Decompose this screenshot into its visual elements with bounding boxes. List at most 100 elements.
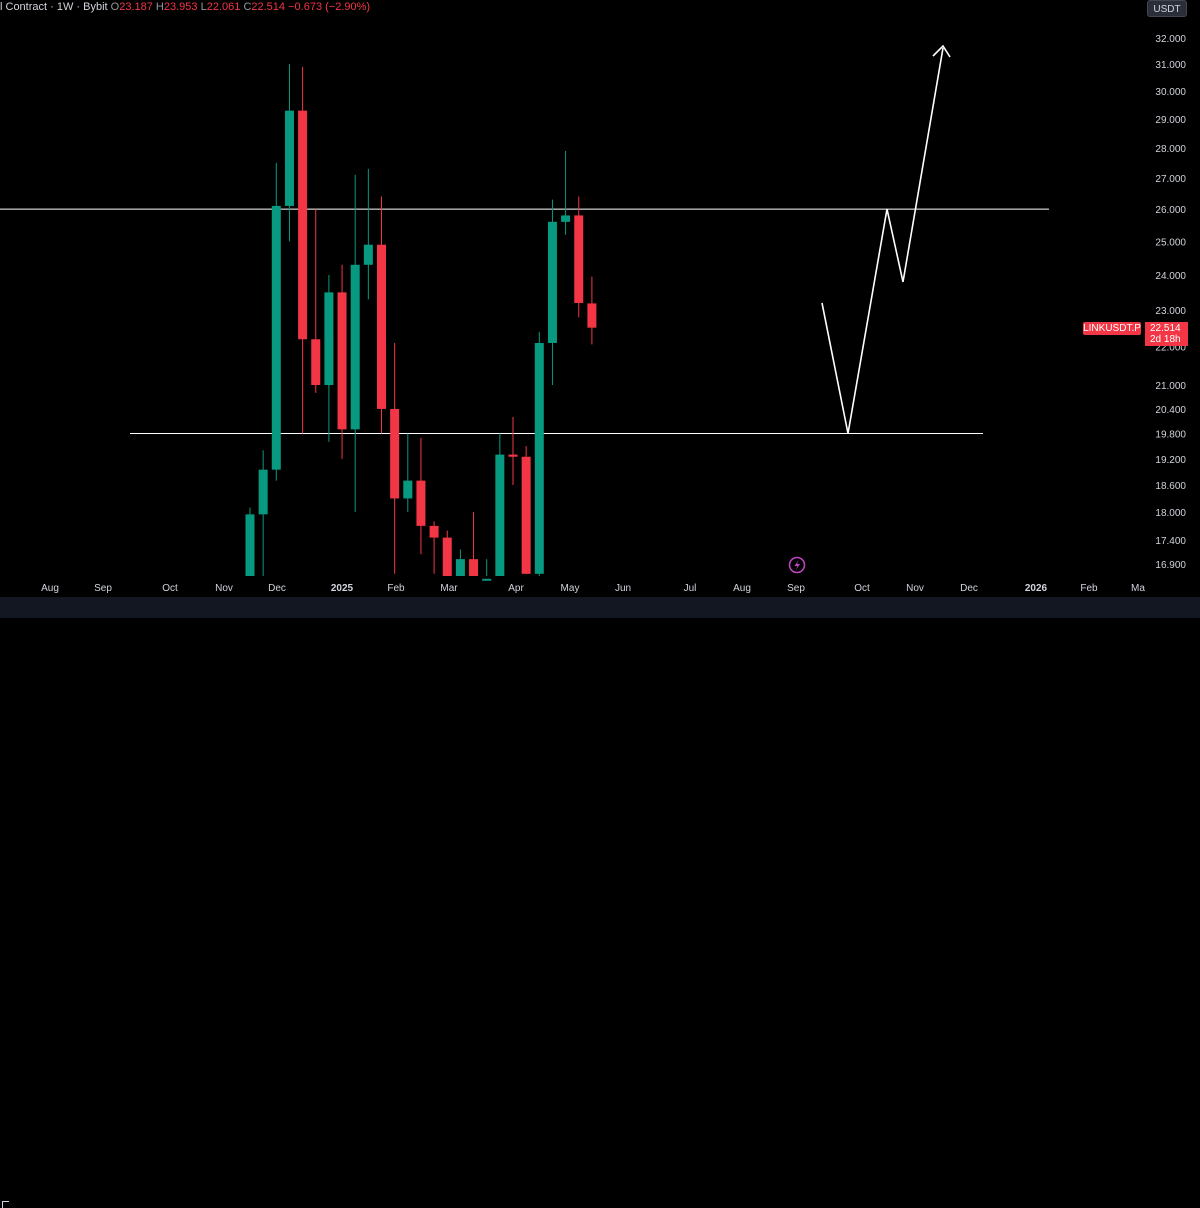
candle[interactable] [271, 162, 281, 481]
y-axis-tick-label: 28.000 [1155, 144, 1186, 155]
candle[interactable] [482, 559, 492, 581]
x-axis-tick-label: Nov [906, 583, 924, 594]
candle[interactable] [508, 417, 518, 486]
candle[interactable] [377, 196, 386, 434]
candle[interactable] [284, 64, 294, 242]
candle-body [284, 110, 294, 206]
candle-body [377, 244, 386, 409]
x-axis-tick-label: Oct [854, 583, 870, 594]
candle[interactable] [337, 264, 347, 459]
high-value: 23.953 [163, 1, 198, 13]
close-value: 22.514 [251, 1, 286, 13]
x-axis-tick-label: Sep [94, 583, 112, 594]
candle[interactable] [311, 209, 321, 393]
candle-body [429, 525, 439, 538]
candle[interactable] [245, 507, 255, 576]
candle[interactable] [403, 433, 413, 513]
y-axis-tick-label: 18.600 [1155, 481, 1186, 492]
open-value: 23.187 [119, 1, 153, 13]
candle[interactable] [561, 150, 571, 235]
y-axis-tick-label: 21.000 [1155, 381, 1186, 392]
change-value: −0.673 (−2.90%) [288, 1, 371, 13]
currency-unit-button[interactable]: USDT [1147, 0, 1187, 17]
candle[interactable] [363, 168, 373, 300]
x-axis-tick-label: Apr [508, 583, 524, 594]
y-axis-tick-label: 26.000 [1155, 205, 1186, 216]
candle[interactable] [298, 66, 308, 434]
corner-icon [2, 1201, 9, 1208]
candle[interactable] [521, 446, 531, 574]
candle-body [521, 456, 531, 574]
x-axis-tick-label: Aug [733, 583, 751, 594]
y-axis-tick-label: 23.000 [1155, 306, 1186, 317]
candle-body [455, 559, 465, 576]
x-axis-tick-label: Oct [162, 583, 178, 594]
candle-body [442, 537, 452, 576]
open-label: O [110, 1, 120, 13]
candle-body [547, 221, 557, 343]
y-axis-tick-label: 31.000 [1155, 60, 1186, 71]
y-axis-tick-label: 20.400 [1155, 405, 1186, 416]
last-price-value: 22.514 [1150, 323, 1181, 334]
y-axis-tick-label: 22.000 [1155, 343, 1186, 354]
projection-path[interactable] [821, 47, 944, 434]
candle[interactable] [574, 196, 584, 318]
candle-body [587, 303, 597, 328]
candle[interactable] [587, 276, 597, 345]
candle[interactable] [534, 331, 544, 576]
candle-body [482, 578, 492, 581]
candle-body [390, 408, 400, 499]
candle-body [561, 215, 571, 222]
candle[interactable] [429, 521, 439, 574]
candle[interactable] [324, 275, 334, 442]
candle-body [574, 215, 584, 303]
y-axis-tick-label: 16.900 [1155, 560, 1186, 571]
candle[interactable] [469, 512, 479, 576]
candle-body [416, 480, 426, 526]
candle[interactable] [455, 549, 465, 576]
candle-body [495, 454, 505, 576]
x-axis-tick-label: Mar [440, 583, 458, 594]
candle-body [298, 110, 308, 340]
candle-countdown: 2d 18h [1150, 334, 1181, 345]
last-price-tag: 22.514 2d 18h [1145, 322, 1188, 346]
candle-body [350, 264, 360, 430]
price-tag-symbol: LINKUSDT.P [1083, 322, 1141, 335]
candle[interactable] [442, 530, 452, 576]
x-axis-tick-label: May [561, 583, 580, 594]
candle[interactable] [350, 174, 360, 513]
event-lightning-icon[interactable] [788, 556, 806, 574]
candle[interactable] [495, 433, 505, 576]
x-axis-tick-label: Ma [1131, 583, 1145, 594]
x-axis-tick-label: 2025 [331, 583, 354, 594]
y-axis-tick-label: 29.000 [1155, 115, 1186, 126]
x-axis-tick-label: Jul [684, 583, 697, 594]
x-axis-tick-label: Nov [215, 583, 233, 594]
x-axis-tick-label: 2026 [1025, 583, 1048, 594]
y-axis-tick-label: 32.000 [1155, 34, 1186, 45]
y-axis-tick-label: 25.000 [1155, 237, 1186, 248]
x-axis-tick-label: Jun [615, 583, 631, 594]
high-label: H [155, 1, 164, 13]
bottom-toolbar [0, 597, 1200, 1208]
candle-body [258, 469, 268, 515]
y-axis-tick-label: 18.000 [1155, 508, 1186, 519]
close-label: C [243, 1, 252, 13]
candle-body [403, 480, 413, 499]
y-axis-tick-label: 19.200 [1155, 455, 1186, 466]
symbol-info[interactable]: l Contract · 1W · Bybit [0, 1, 108, 13]
candle-body [337, 292, 347, 430]
candle-body [311, 339, 321, 386]
low-value: 22.061 [206, 1, 241, 13]
y-axis-tick-label: 24.000 [1155, 271, 1186, 282]
price-chart[interactable]: 32.000 31.000 30.000 29.000 28.000 27.000 26.0… [0, 0, 1200, 597]
candle[interactable] [547, 199, 557, 386]
candle-body [245, 514, 255, 576]
x-axis-tick-label: Feb [387, 583, 405, 594]
candle[interactable] [390, 342, 400, 574]
x-axis-tick-label: Feb [1080, 583, 1098, 594]
candle[interactable] [258, 450, 268, 576]
x-axis-tick-label: Dec [960, 583, 978, 594]
candle[interactable] [416, 437, 426, 555]
candle-body [271, 205, 281, 470]
